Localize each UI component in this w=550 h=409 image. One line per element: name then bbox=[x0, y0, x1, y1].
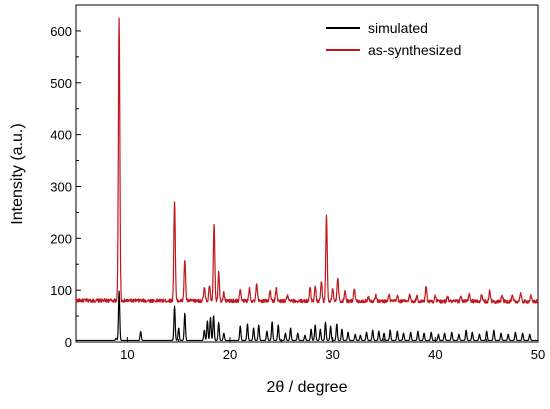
y-axis-label: Intensity (a.u.) bbox=[9, 123, 26, 224]
legend-label-as-synthesized: as-synthesized bbox=[368, 42, 461, 58]
series-line-as-synthesized bbox=[75, 17, 539, 304]
x-tick-label: 10 bbox=[120, 347, 134, 362]
y-tick-label: 300 bbox=[50, 179, 72, 194]
plot-frame bbox=[75, 4, 539, 343]
legend: simulated as-synthesized bbox=[326, 20, 461, 58]
x-tick-label: 20 bbox=[223, 347, 237, 362]
x-tick-label: 50 bbox=[531, 347, 545, 362]
series-line-simulated bbox=[75, 290, 539, 342]
y-tick-label: 500 bbox=[50, 76, 72, 91]
y-tick-label: 600 bbox=[50, 24, 72, 39]
y-tick-label: 100 bbox=[50, 283, 72, 298]
x-tick-label: 30 bbox=[325, 347, 339, 362]
y-tick-label: 0 bbox=[65, 335, 72, 350]
x-axis-label: 2θ / degree bbox=[267, 379, 348, 396]
plot-area bbox=[75, 17, 539, 342]
y-tick-label: 400 bbox=[50, 128, 72, 143]
x-tick-label: 40 bbox=[428, 347, 442, 362]
legend-label-simulated: simulated bbox=[368, 20, 428, 36]
y-tick-label: 200 bbox=[50, 231, 72, 246]
